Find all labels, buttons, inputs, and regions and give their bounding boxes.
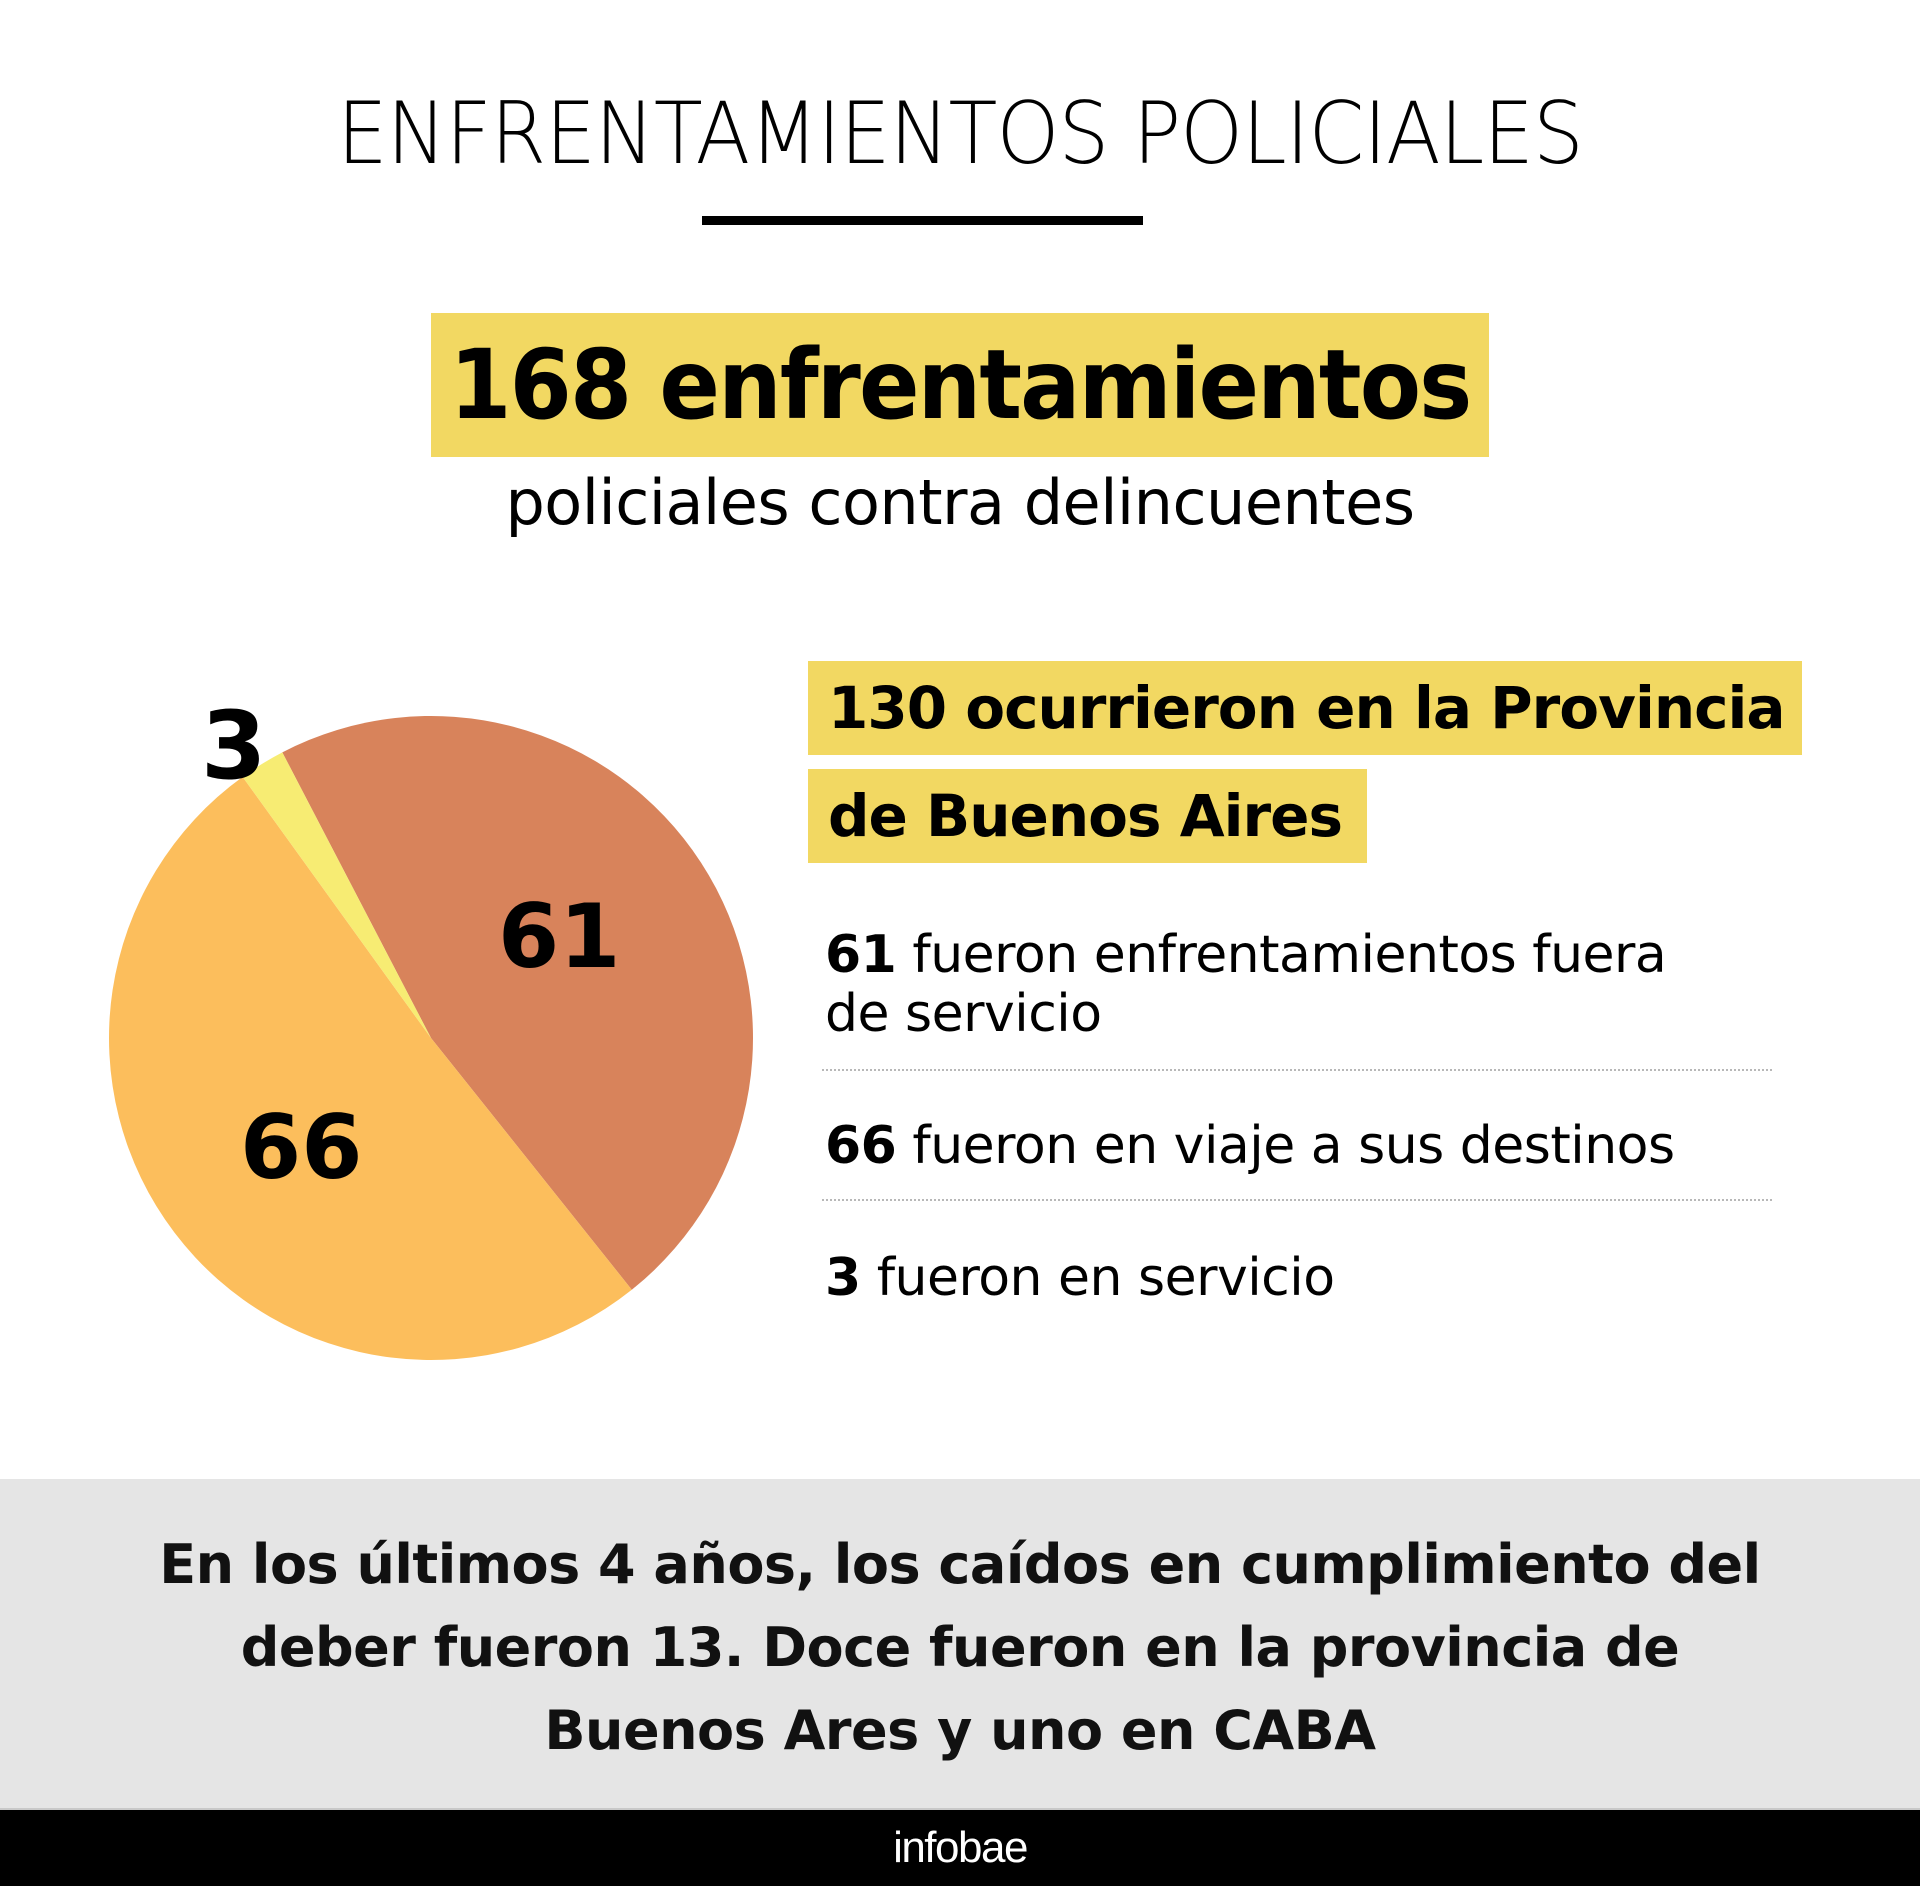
- legend-item-text: fueron en viaje a sus destinos: [896, 1116, 1675, 1176]
- legend-item-number: 61: [825, 925, 897, 985]
- pie-slice-fuera-de-servicio: [282, 716, 753, 1290]
- pie-label-en-servicio: 3: [201, 692, 266, 801]
- legend-item-en-viaje: 66 fueron en viaje a sus destinos: [825, 1117, 1725, 1176]
- headline-total: 168 enfrentamientos: [449, 329, 1472, 441]
- headline-highlight: 168 enfrentamientos: [431, 313, 1489, 457]
- headline-subtitle: policiales contra delincuentes: [505, 466, 1415, 539]
- pie-label-fuera-de-servicio: 61: [498, 885, 620, 988]
- pie-label-en-viaje: 66: [240, 1096, 362, 1199]
- province-text-line-1: 130 ocurrieron en la Provincia: [828, 674, 1786, 742]
- infobae-logo[interactable]: infobae: [893, 1823, 1028, 1872]
- page-title: ENFRENTAMIENTOS POLICIALES: [337, 84, 1584, 184]
- province-highlight-line-1: 130 ocurrieron en la Provincia: [808, 661, 1802, 755]
- note-line: Buenos Ares y uno en CABA: [544, 1699, 1376, 1762]
- note-line: En los últimos 4 años, los caídos en cum…: [159, 1533, 1761, 1596]
- note-line: deber fueron 13. Doce fueron en la provi…: [240, 1616, 1680, 1679]
- dotted-divider: [822, 1199, 1772, 1201]
- legend-item-number: 66: [825, 1116, 897, 1176]
- footer-bar: infobae: [0, 1810, 1920, 1886]
- note-panel: En los últimos 4 años, los caídos en cum…: [0, 1479, 1920, 1810]
- province-highlight-line-2: de Buenos Aires: [808, 769, 1367, 863]
- pie-chart: 61 66 3: [108, 692, 753, 1360]
- legend-item-en-servicio: 3 fueron en servicio: [825, 1249, 1725, 1308]
- pie-slice-en-viaje: [108, 776, 632, 1360]
- dotted-divider: [822, 1069, 1772, 1071]
- note-text: En los últimos 4 años, los caídos en cum…: [0, 1523, 1920, 1772]
- legend-item-fuera-de-servicio: 61 fueron enfrentamientos fuera de servi…: [825, 926, 1725, 1044]
- province-text-line-2: de Buenos Aires: [828, 782, 1343, 850]
- pie-labels: 61 66 3: [201, 692, 620, 1199]
- pie-slices: [108, 716, 753, 1360]
- legend-item-text: fueron enfrentamientos fuera de servicio: [825, 925, 1667, 1044]
- title-underline: [702, 216, 1143, 225]
- pie-slice-en-servicio: [242, 752, 431, 1038]
- legend-item-text: fueron en servicio: [860, 1248, 1335, 1308]
- legend-item-number: 3: [825, 1248, 861, 1308]
